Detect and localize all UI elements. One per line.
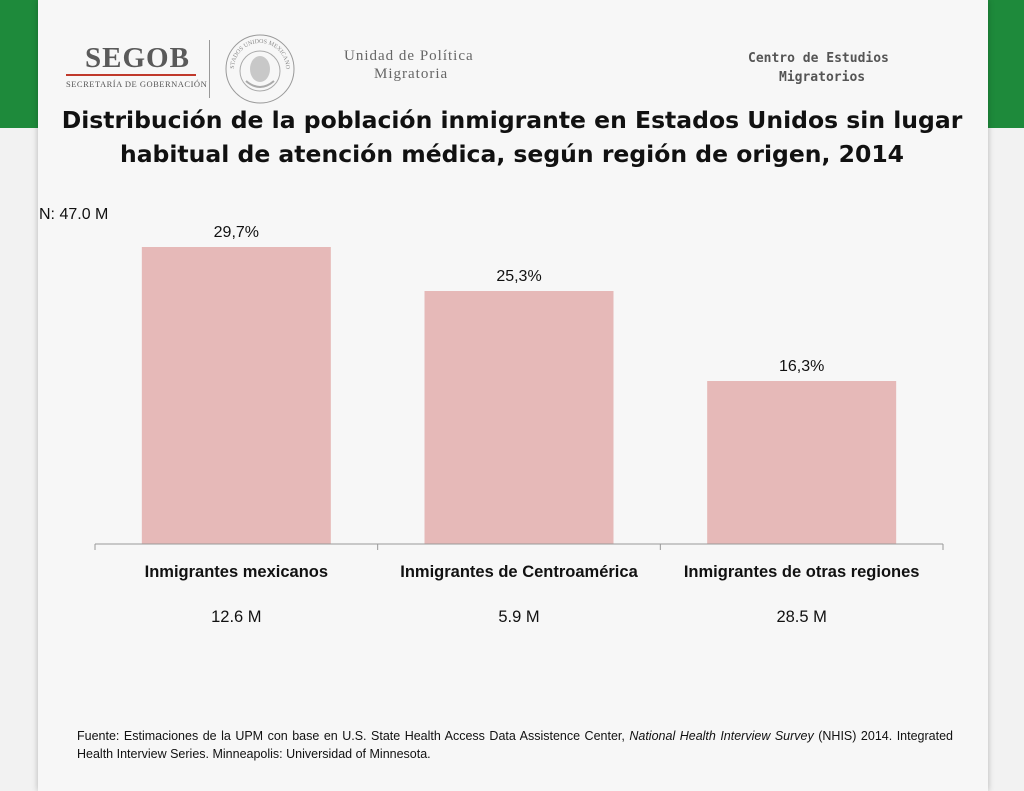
bar — [424, 291, 614, 544]
bar-chart: 29,7% Inmigrantes mexicanos 12.6 M 25,3% Inm… — [94, 224, 944, 626]
segob-logo: SEGOB — [85, 42, 190, 74]
bar — [707, 381, 897, 544]
bar — [141, 247, 331, 544]
bar-value-label: 25,3% — [496, 268, 541, 285]
source-survey-name: National Health Interview Survey — [629, 729, 814, 743]
category-label: Inmigrantes de otras regiones — [684, 563, 920, 581]
chart-title: Distribución de la población inmigrante … — [61, 106, 963, 168]
category-label: Inmigrantes mexicanos — [145, 563, 328, 581]
category-count-label: 28.5 M — [776, 608, 826, 626]
segob-logo-underline — [66, 74, 196, 76]
unit-name-line1: Unidad de Política — [344, 48, 474, 64]
green-band-left — [0, 0, 38, 128]
bar-value-label: 16,3% — [779, 358, 824, 375]
green-band-right — [988, 0, 1024, 128]
bar-value-label: 29,7% — [214, 224, 259, 241]
category-count-label: 12.6 M — [211, 608, 261, 626]
category-count-label: 5.9 M — [498, 608, 539, 626]
sample-size-label: N: 47.0 M — [39, 206, 109, 223]
center-name-line2: Migratorios — [779, 70, 866, 85]
source-note: Fuente: Estimaciones de la UPM con base … — [77, 727, 953, 763]
segob-subtitle: SECRETARÍA DE GOBERNACIÓN — [66, 79, 208, 89]
center-name-line1: Centro de Estudios — [748, 51, 889, 66]
source-prefix: Fuente: Estimaciones de la UPM con base … — [77, 729, 630, 743]
national-seal-icon: ESTADOS UNIDOS MEXICANOS — [224, 33, 295, 104]
category-label: Inmigrantes de Centroamérica — [400, 563, 638, 581]
source-suffix: (NHIS) 2014. Integrated Health Interview… — [77, 729, 953, 761]
header-divider — [209, 40, 210, 98]
unit-name-line2: Migratoria — [374, 66, 449, 82]
